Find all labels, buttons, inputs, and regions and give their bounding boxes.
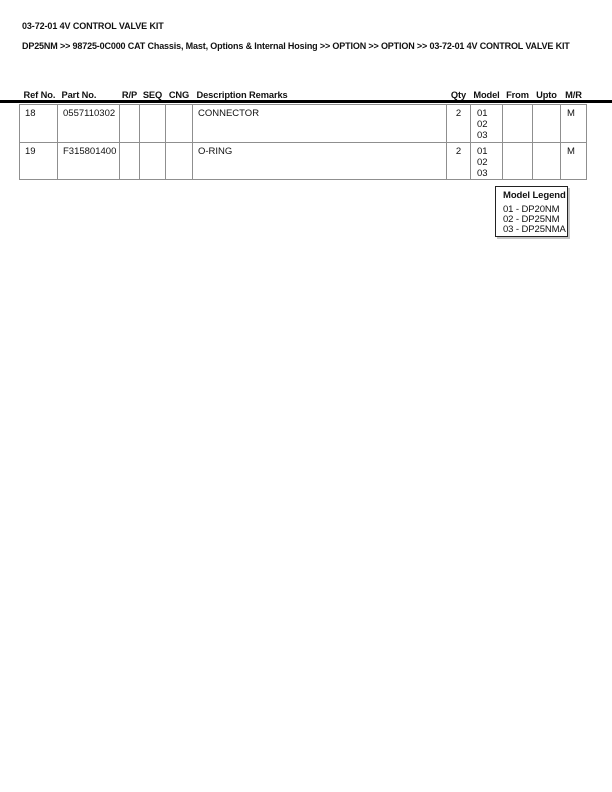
column-header-seq: SEQ [142,90,163,100]
cell-seq [139,104,166,143]
cell-model: 01 02 03 [470,104,503,143]
cell-seq [139,142,166,180]
cell-rp [119,104,140,143]
cell-rp [119,142,140,180]
cell-cng [165,104,193,143]
column-header-rp: R/P [121,90,138,100]
cell-mr: M [560,104,587,143]
model-code: 03 [477,130,488,141]
model-legend-item: 02 - DP25NM [503,214,560,225]
column-header-mr: M/R [565,90,582,100]
column-header-ref-no: Ref No. [23,90,56,100]
model-legend-item: 03 - DP25NMA [503,224,566,235]
model-code: 02 [477,119,488,130]
cell-ref-no: 18 [19,104,58,143]
column-header-qty: Qty [450,90,467,100]
table-row: 19 F315801400 O-RING 2 01 02 03 M [19,142,587,180]
cell-ref-no: 19 [19,142,58,180]
header-divider-rule [0,100,612,103]
column-header-cng: CNG [168,90,190,100]
cell-model: 01 02 03 [470,142,503,180]
model-code: 03 [477,168,488,179]
cell-from [502,104,533,143]
cell-description: O-RING [192,142,447,180]
cell-upto [532,104,561,143]
table-row: 18 0557110302 CONNECTOR 2 01 02 03 M [19,104,587,143]
breadcrumb: DP25NM >> 98725-0C000 CAT Chassis, Mast,… [22,41,570,51]
cell-part-no: 0557110302 [57,104,120,143]
cell-mr: M [560,142,587,180]
parts-table: Ref No. Part No. R/P SEQ CNG Description… [19,85,587,180]
model-legend-box: Model Legend 01 - DP20NM 02 - DP25NM 03 … [495,186,568,237]
cell-description: CONNECTOR [192,104,447,143]
model-code: 02 [477,157,488,168]
column-header-upto: Upto [536,90,557,100]
cell-qty: 2 [446,104,471,143]
column-header-description-remarks: Description Remarks [196,90,288,100]
model-code: 01 [477,108,488,119]
cell-cng [165,142,193,180]
column-header-from: From [506,90,529,100]
column-header-model: Model [473,90,500,100]
model-legend-item: 01 - DP20NM [503,204,560,215]
column-header-part-no: Part No. [61,90,97,100]
cell-upto [532,142,561,180]
table-header-row: Ref No. Part No. R/P SEQ CNG Description… [20,85,587,105]
model-legend-title: Model Legend [503,190,566,201]
cell-qty: 2 [446,142,471,180]
cell-from [502,142,533,180]
model-code: 01 [477,146,488,157]
page-title: 03-72-01 4V CONTROL VALVE KIT [22,21,164,31]
cell-part-no: F315801400 [57,142,120,180]
